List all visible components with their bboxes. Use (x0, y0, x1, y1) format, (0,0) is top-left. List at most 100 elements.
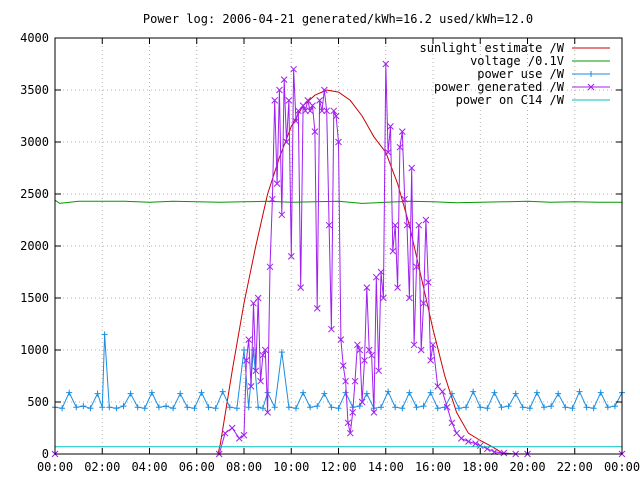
series-3-point (396, 143, 404, 151)
series-3-point (228, 424, 236, 432)
series-2-point (519, 404, 526, 411)
series-3-point (264, 409, 271, 416)
legend-label: sunlight estimate /W (420, 41, 565, 55)
series-2-point (134, 404, 141, 411)
series-3-point (325, 221, 333, 229)
series-3-point (252, 367, 260, 375)
series-3-point (280, 76, 288, 83)
series-3-point (429, 341, 437, 349)
series-3-point (349, 409, 357, 416)
series-3-point (427, 357, 434, 364)
series-3-point (382, 60, 390, 68)
y-tick-label: 3000 (20, 135, 49, 149)
series-3-point (417, 346, 425, 354)
series-2-point (191, 405, 198, 412)
legend-label: voltage /0.1V (470, 54, 564, 68)
y-tick-label: 4000 (20, 31, 49, 45)
series-3-point (500, 449, 508, 457)
x-tick-label: 14:00 (368, 460, 404, 474)
series-2-point (448, 390, 455, 397)
series-2-point (163, 403, 170, 410)
x-tick-label: 12:00 (320, 460, 356, 474)
series-3-point (235, 435, 243, 442)
series-3-point (398, 128, 406, 135)
series-3-point (415, 221, 423, 229)
series-2-point (590, 405, 597, 412)
series-2-point (226, 404, 233, 411)
y-axis-ticks: 0 500 1000 1500 2000 2500 3000 3500 4000 (20, 31, 622, 461)
x-tick-label: 18:00 (462, 460, 498, 474)
y-tick-label: 2000 (20, 239, 49, 253)
legend-label: power generated /W (434, 80, 565, 94)
y-tick-label: 0 (42, 447, 49, 461)
x-tick-label: 16:00 (415, 460, 451, 474)
series-3-point (261, 346, 269, 354)
series-3-point (342, 377, 349, 385)
series-layer (51, 60, 626, 458)
series-2-point (569, 405, 576, 412)
series-3-point (328, 325, 335, 333)
series-3-point (413, 263, 420, 271)
series-3-point (370, 409, 378, 416)
series-3-point (306, 107, 314, 115)
series-1-line (54, 199, 622, 204)
series-2-point (106, 404, 113, 411)
series-3-point (316, 97, 323, 104)
series-3-point (358, 398, 366, 406)
series-2-point (155, 404, 162, 411)
series-3-point (243, 357, 250, 364)
series-3-point (309, 102, 316, 109)
series-3-point (380, 294, 387, 302)
series-2-point (127, 390, 134, 397)
x-tick-label: 04:00 (131, 460, 167, 474)
series-3-point (356, 346, 364, 354)
series-3-point (283, 138, 290, 146)
series-2-point (562, 404, 569, 411)
series-2-point (321, 390, 328, 397)
series-0-line (217, 89, 505, 455)
series-2-point (101, 331, 108, 338)
series-2-point (170, 405, 177, 412)
series-3-point (401, 195, 409, 203)
series-3-point (323, 107, 331, 115)
series-3-point (247, 383, 255, 390)
series-3-point (346, 429, 354, 437)
y-tick-label: 2500 (20, 187, 49, 201)
x-tick-label: 00:00 (604, 460, 640, 474)
series-3-point (287, 253, 295, 260)
series-3-point (335, 138, 342, 146)
chart-title: Power log: 2006-04-21 generated/kWh=16.2… (143, 12, 533, 26)
series-2-point (611, 403, 618, 410)
series-2-point (307, 404, 314, 411)
series-2-point (271, 404, 278, 411)
series-3-point (403, 221, 411, 229)
series-2-line (54, 334, 623, 409)
series-2 (52, 331, 625, 412)
series-2-point (406, 389, 413, 396)
x-tick-label: 20:00 (509, 460, 545, 474)
series-3-point (320, 86, 328, 94)
series-2-point (205, 404, 212, 411)
legend-label: power on C14 /W (456, 93, 565, 107)
x-tick-label: 00:00 (37, 460, 73, 474)
series-2-point (278, 349, 285, 356)
series-2-point (526, 405, 533, 412)
series-2-point (427, 389, 434, 396)
series-2-point (59, 405, 66, 412)
y-tick-label: 500 (27, 395, 49, 409)
series-3-point (363, 284, 371, 291)
series-2-point (94, 390, 101, 397)
series-2-point (148, 389, 155, 396)
series-3-point (278, 211, 286, 219)
x-tick-label: 22:00 (557, 460, 593, 474)
series-3-point (368, 351, 375, 359)
series-3-point (339, 362, 347, 369)
series-3-point (311, 128, 319, 135)
series-2-point (484, 405, 491, 412)
series-3-point (273, 180, 281, 187)
x-tick-label: 08:00 (226, 460, 262, 474)
x-axis-ticks: 00:00 02:00 04:00 06:00 08:00 10:00 12:00 14:00… (37, 38, 640, 474)
series-3-point (387, 123, 394, 130)
series-2-point (491, 389, 498, 396)
